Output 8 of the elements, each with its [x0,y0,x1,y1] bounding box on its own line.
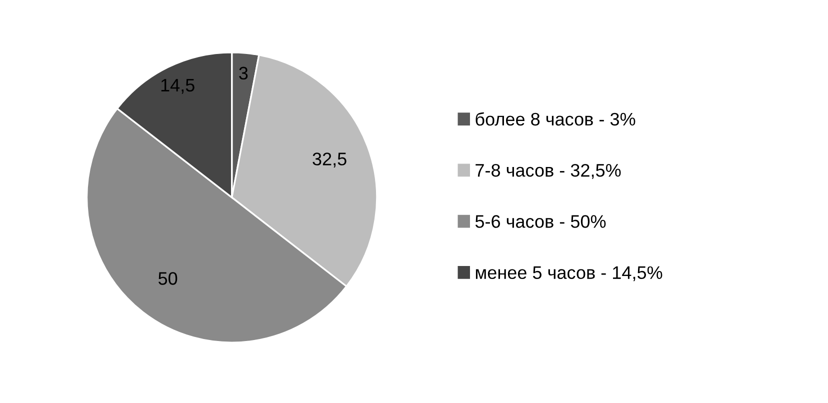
legend-label: 5-6 часов - 50% [475,215,606,228]
legend-label: менее 5 часов - 14,5% [476,266,662,282]
data-label: 14,5 [161,78,194,94]
data-label: 3 [239,66,248,80]
legend-label: более 8 часов - 3% [476,112,636,126]
legend-label: 7-8 часов - 32,5% [476,164,621,179]
data-label: 50 [158,272,178,285]
data-label: 32,5 [312,152,346,168]
